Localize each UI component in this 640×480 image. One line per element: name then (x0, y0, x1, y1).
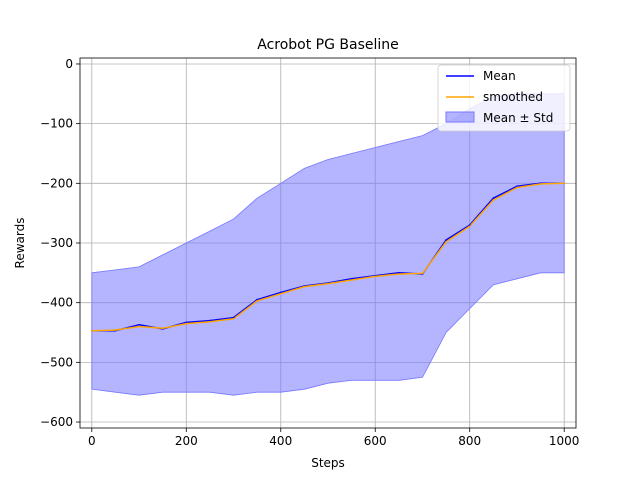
mean-point (445, 239, 447, 241)
mean-point (138, 323, 140, 326)
legend-label-mean: Mean (483, 69, 516, 83)
smoothed-point (445, 240, 447, 243)
smoothed-point (563, 182, 566, 185)
smoothed-point (421, 272, 424, 275)
smoothed-point (492, 199, 495, 201)
smoothed-point (279, 292, 282, 295)
series-lines (90, 182, 566, 332)
smoothed-point (327, 282, 329, 285)
y-axis-label: Rewards (13, 218, 27, 269)
smoothed-point (185, 322, 188, 325)
legend-label-band: Mean ± Std (483, 111, 553, 125)
smoothed-point (539, 183, 542, 185)
std-band-layer (91, 93, 565, 396)
y-tick-label: −200 (40, 176, 73, 190)
y-tick-label: −100 (40, 117, 73, 131)
smoothed-point (374, 275, 377, 278)
x-tick-label: 0 (88, 434, 96, 448)
smoothed-point (161, 327, 164, 330)
y-tick-label: −400 (40, 296, 73, 310)
x-axis-label: Steps (311, 456, 345, 470)
y-tick-label: −300 (40, 236, 73, 250)
smoothed-point (468, 225, 471, 228)
y-axis: 0 −100 −200 −300 −400 −500 −600 (40, 57, 80, 429)
smoothed-point (516, 186, 518, 189)
x-tick-label: 1000 (549, 434, 580, 448)
x-tick-label: 200 (175, 434, 198, 448)
x-tick-label: 400 (269, 434, 292, 448)
y-tick-label: −500 (40, 355, 73, 369)
legend: Mean smoothed Mean ± Std (437, 64, 571, 132)
x-axis: 0 200 400 600 800 1000 (88, 428, 579, 448)
mean-point (492, 197, 495, 200)
smoothed-point (90, 329, 93, 332)
smoothed-point (209, 320, 211, 323)
x-tick-label: 600 (364, 434, 387, 448)
legend-label-smoothed: smoothed (483, 90, 543, 104)
smoothed-point (232, 317, 235, 320)
smoothed-point (138, 325, 140, 328)
smoothed-point (303, 285, 306, 288)
legend-swatch-band (445, 111, 475, 123)
y-tick-label: 0 (65, 57, 73, 71)
smoothed-point (114, 329, 117, 332)
x-tick-label: 800 (458, 434, 481, 448)
smoothed-point (397, 273, 400, 275)
smoothed-point (350, 279, 353, 281)
chart-title: Acrobot PG Baseline (257, 37, 399, 53)
std-band (91, 93, 565, 396)
y-tick-label: −600 (40, 415, 73, 429)
smoothed-point (256, 299, 259, 302)
